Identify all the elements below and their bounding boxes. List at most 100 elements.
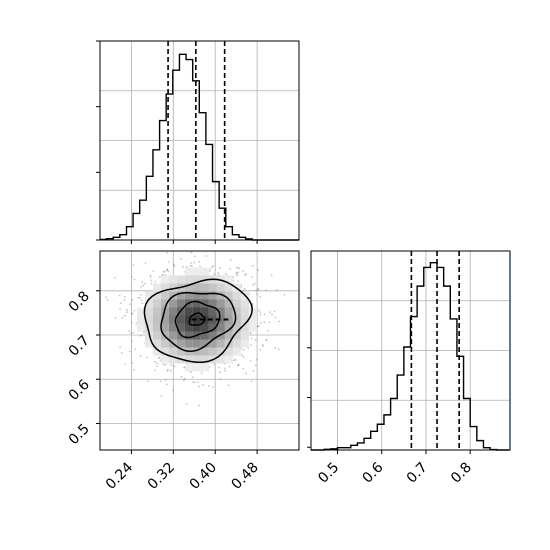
density-cell <box>184 275 193 284</box>
density-point <box>209 268 212 271</box>
density-point <box>238 267 241 270</box>
density-point <box>237 363 240 366</box>
density-cell <box>200 355 209 364</box>
density-point <box>245 372 248 375</box>
density-point <box>257 288 260 291</box>
density-point <box>230 259 232 261</box>
density-point <box>202 384 204 386</box>
density-cell <box>208 331 217 340</box>
density-point <box>124 363 127 366</box>
density-point <box>278 320 280 323</box>
density-point <box>118 294 121 297</box>
density-cell <box>224 347 233 356</box>
density-point <box>254 339 257 341</box>
density-point <box>276 289 278 291</box>
density-point <box>258 325 260 328</box>
density-point <box>236 266 239 269</box>
density-point <box>241 354 244 357</box>
density-point <box>199 265 202 268</box>
density-cell <box>160 315 169 324</box>
density-cell <box>216 339 225 348</box>
density-point <box>242 367 245 370</box>
density-point <box>274 347 276 349</box>
density-point <box>165 269 168 272</box>
density-point <box>183 366 186 369</box>
density-point <box>131 313 134 315</box>
density-cell <box>168 283 177 292</box>
density-cell <box>168 275 177 284</box>
density-point <box>159 380 162 383</box>
density-cell <box>144 323 153 332</box>
density-point <box>140 285 143 288</box>
density-point <box>263 313 266 316</box>
density-point <box>158 356 161 359</box>
density-cell <box>176 347 185 356</box>
density-point <box>139 296 141 299</box>
density-cell <box>200 291 209 300</box>
density-cell <box>224 331 233 340</box>
density-point <box>197 381 200 383</box>
density-point <box>242 356 245 359</box>
density-cell <box>240 331 249 340</box>
density-cell <box>152 347 161 356</box>
density-point <box>133 309 136 312</box>
density-xtick-label: 0.48 <box>229 460 262 493</box>
density-cell <box>192 347 201 356</box>
density-cell <box>208 347 217 356</box>
density-point <box>154 360 157 363</box>
density-cell <box>224 315 233 324</box>
density-cell <box>168 331 177 340</box>
density-point <box>224 367 226 370</box>
hist-param2-steps <box>311 262 510 451</box>
density-point <box>283 294 286 296</box>
density-point <box>207 385 210 387</box>
density-ytick-label: 0.8 <box>66 288 93 315</box>
density-point <box>179 248 181 250</box>
density-cell <box>168 355 177 364</box>
density-point <box>242 289 245 292</box>
density-cell <box>216 307 225 316</box>
density-cell <box>232 331 241 340</box>
density-point <box>106 299 109 301</box>
density-cell <box>200 323 209 332</box>
density-point <box>166 383 168 386</box>
density-ytick-label: 0.7 <box>66 333 93 360</box>
density-cell <box>232 307 241 316</box>
density-cell <box>160 347 169 356</box>
density-point <box>212 265 215 267</box>
density-cell <box>248 323 257 332</box>
density-point <box>131 362 134 365</box>
density-point <box>166 268 169 271</box>
density-point <box>244 288 246 290</box>
density-point <box>182 265 185 268</box>
hist-param2-xtick-label: 0.6 <box>360 459 387 486</box>
density-cell <box>232 339 241 348</box>
density-cell <box>184 307 193 316</box>
density-point <box>217 271 220 274</box>
density-point <box>158 276 161 279</box>
density-point <box>259 295 262 298</box>
density-cell <box>136 315 145 324</box>
density-cell <box>136 323 145 332</box>
density-point <box>224 369 226 372</box>
density-cell <box>184 267 193 276</box>
density-cell <box>144 307 153 316</box>
density-point <box>141 302 144 305</box>
density-point <box>191 265 193 267</box>
density-point <box>235 271 238 274</box>
density-point <box>219 378 222 381</box>
density-point <box>140 299 143 302</box>
density-point <box>257 269 259 272</box>
density-cell <box>248 307 257 316</box>
density-point <box>140 293 143 296</box>
density-point <box>261 344 264 346</box>
density-point <box>205 255 208 257</box>
density-xtick-label: 0.32 <box>145 460 178 493</box>
density-point <box>245 273 247 276</box>
density-point <box>259 348 262 351</box>
density-point <box>242 270 244 272</box>
density-cell <box>168 315 177 324</box>
density-point <box>249 360 252 362</box>
density-point <box>114 317 117 319</box>
density-cell <box>192 283 201 292</box>
